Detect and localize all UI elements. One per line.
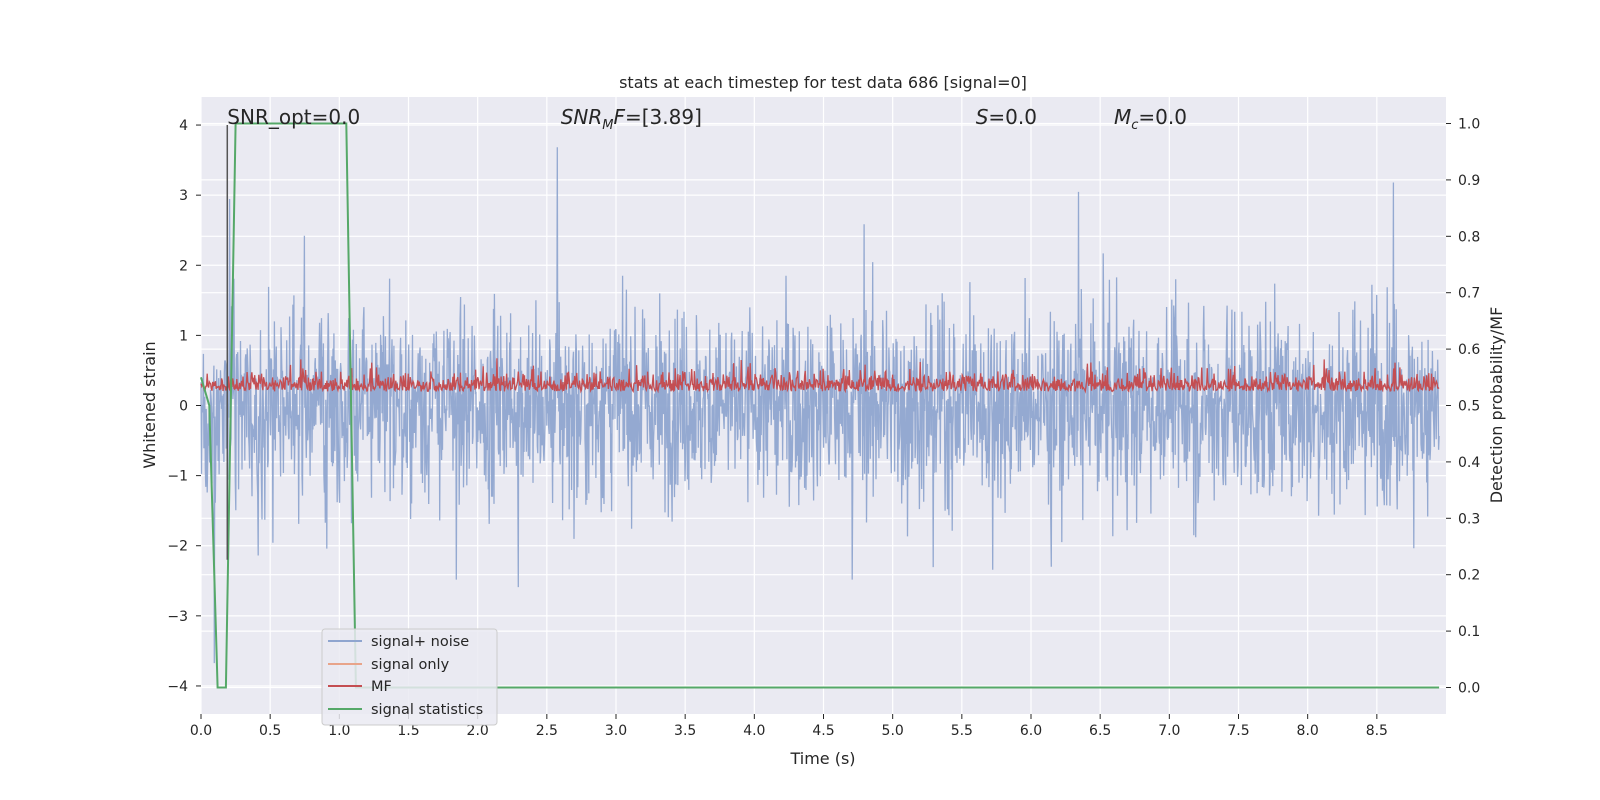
snr-mf-symbol: SNR bbox=[561, 105, 603, 129]
y-tick-label-3: 1 bbox=[179, 328, 188, 344]
y-tick-label-4: 0 bbox=[179, 399, 188, 415]
legend-label-mf: MF bbox=[371, 679, 392, 695]
x-tick-label-13: 6.5 bbox=[1089, 723, 1111, 739]
mf-line bbox=[200, 358, 1440, 394]
snr-mf-value: =[3.89] bbox=[625, 105, 702, 129]
y2-tick-label-8: 0.2 bbox=[1458, 568, 1480, 584]
signal-statistics-line bbox=[200, 122, 1440, 689]
legend-box bbox=[321, 628, 498, 726]
x-tick-label-10: 5.0 bbox=[882, 723, 904, 739]
x-tick-label-17: 8.5 bbox=[1366, 723, 1388, 739]
mc-subscript: c bbox=[1131, 118, 1138, 133]
x-tick-label-12: 6.0 bbox=[1020, 723, 1042, 739]
x-tick-label-9: 4.5 bbox=[812, 723, 834, 739]
y2-tick-label-0: 1.0 bbox=[1458, 117, 1480, 133]
x-axis-ticks: 0.0 0.5 1.0 1.5 2.0 2.5 3.0 3.5 4.0 4.5 5.0 5.5 6.0 6… bbox=[190, 714, 1388, 739]
signal-statistics-series bbox=[200, 122, 1440, 689]
x-tick-label-1: 0.5 bbox=[259, 723, 281, 739]
y2-tick-label-6: 0.4 bbox=[1458, 455, 1480, 471]
y2-tick-label-7: 0.3 bbox=[1458, 511, 1480, 527]
mf-series bbox=[200, 358, 1440, 394]
y2-tick-label-4: 0.6 bbox=[1458, 342, 1480, 358]
x-tick-label-8: 4.0 bbox=[743, 723, 765, 739]
y-tick-label-8: −4 bbox=[167, 679, 188, 695]
y2-axis-ticks: 1.0 0.9 0.8 0.7 0.6 0.5 0.4 0.3 0.2 0.1 0.0 bbox=[1446, 117, 1480, 696]
legend-label-signal-only: signal only bbox=[371, 657, 450, 673]
x-axis-label: Time (s) bbox=[789, 749, 855, 768]
x-tick-label-4: 2.0 bbox=[467, 723, 489, 739]
y2-tick-label-3: 0.7 bbox=[1458, 286, 1480, 302]
annotation-snr-mf: SNRMF=[3.89] bbox=[561, 105, 702, 133]
y-tick-label-5: −1 bbox=[167, 469, 188, 485]
mc-symbol: M bbox=[1114, 105, 1131, 129]
y-tick-label-2: 2 bbox=[179, 258, 188, 274]
y-axis-label: Whitened strain bbox=[140, 341, 159, 468]
y-axis-ticks: 4 3 2 1 0 −1 −2 −3 −4 bbox=[167, 118, 201, 695]
y2-tick-label-2: 0.8 bbox=[1458, 229, 1480, 245]
x-tick-label-7: 3.5 bbox=[674, 723, 696, 739]
annotation-snr-opt: SNR_opt=0.0 bbox=[227, 105, 360, 129]
y2-tick-label-10: 0.0 bbox=[1458, 680, 1480, 696]
chart-title: stats at each timestep for test data 686… bbox=[619, 73, 1027, 92]
y2-tick-label-1: 0.9 bbox=[1458, 173, 1480, 189]
snr-mf-subscript: M bbox=[602, 118, 613, 133]
legend: signal+ noise signal only MF signal stat… bbox=[321, 628, 498, 726]
y2-tick-label-9: 0.1 bbox=[1458, 624, 1480, 640]
x-tick-label-2: 1.0 bbox=[328, 723, 350, 739]
y-tick-label-0: 4 bbox=[179, 118, 188, 134]
annotation-mc: Mc=0.0 bbox=[1114, 105, 1187, 133]
x-tick-label-15: 7.5 bbox=[1227, 723, 1249, 739]
snr-mf-tail: F bbox=[613, 105, 625, 129]
s-symbol: S bbox=[976, 105, 989, 129]
legend-label-signal-noise: signal+ noise bbox=[371, 634, 469, 650]
x-tick-label-16: 8.0 bbox=[1297, 723, 1319, 739]
x-tick-label-14: 7.0 bbox=[1158, 723, 1180, 739]
x-tick-label-3: 1.5 bbox=[397, 723, 419, 739]
x-tick-label-11: 5.5 bbox=[951, 723, 973, 739]
s-value: =0.0 bbox=[988, 105, 1037, 129]
y-tick-label-1: 3 bbox=[179, 188, 188, 204]
mc-value: =0.0 bbox=[1138, 105, 1187, 129]
annotation-s: S=0.0 bbox=[976, 105, 1037, 129]
legend-label-signal-statistics: signal statistics bbox=[371, 702, 483, 718]
x-tick-label-5: 2.5 bbox=[536, 723, 558, 739]
y-tick-label-7: −3 bbox=[167, 609, 188, 625]
y2-axis-label: Detection probability/MF bbox=[1487, 307, 1506, 504]
x-tick-label-6: 3.0 bbox=[605, 723, 627, 739]
x-tick-label-0: 0.0 bbox=[190, 723, 212, 739]
y-tick-label-6: −2 bbox=[167, 539, 188, 555]
y2-tick-label-5: 0.5 bbox=[1458, 399, 1480, 415]
